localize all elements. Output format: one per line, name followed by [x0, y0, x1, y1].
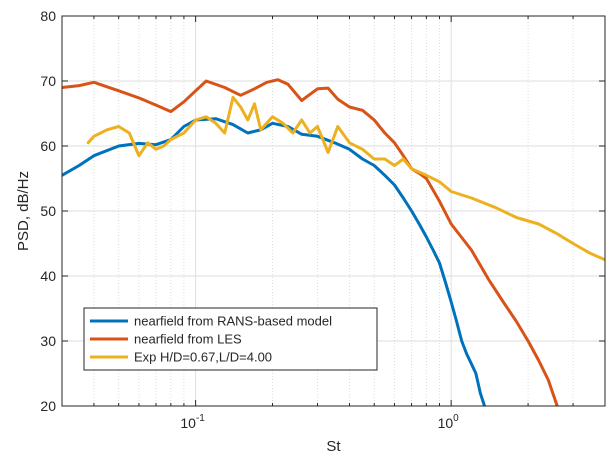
x-tick-label: 10-1 — [180, 413, 205, 431]
series-line-2 — [62, 78, 559, 406]
x-tick-label: 100 — [438, 413, 460, 431]
y-tick-label: 60 — [40, 138, 56, 154]
legend-entries: nearfield from RANS-based model nearfield… — [90, 314, 332, 365]
tick-marks — [62, 15, 605, 407]
tick-labels: 10-1 100 20 30 40 50 60 70 80 — [40, 8, 459, 431]
x-axis-label: St — [326, 438, 341, 455]
y-tick-label: 80 — [40, 8, 56, 24]
legend: nearfield from RANS-based model nearfield… — [83, 307, 378, 371]
legend-label-3: Exp H/D=0.67,L/D=4.00 — [134, 350, 272, 365]
y-tick-label: 20 — [40, 398, 56, 414]
y-tick-label: 50 — [40, 203, 56, 219]
y-tick-label: 30 — [40, 333, 56, 349]
legend-label-2: nearfield from LES — [134, 332, 242, 347]
legend-box — [83, 307, 378, 371]
series-line-3 — [86, 95, 605, 262]
y-tick-label: 70 — [40, 73, 56, 89]
y-tick-label: 40 — [40, 268, 56, 284]
legend-label-1: nearfield from RANS-based model — [134, 314, 332, 329]
y-axis-label: PSD, dB/Hz — [15, 171, 32, 251]
series-layer — [62, 78, 605, 406]
